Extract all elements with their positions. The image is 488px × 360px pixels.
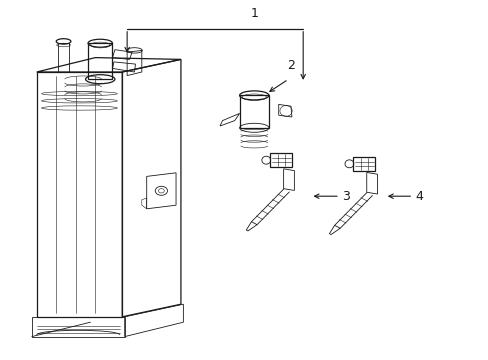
Text: 2: 2 <box>286 59 294 72</box>
Text: 1: 1 <box>250 7 258 20</box>
Text: 3: 3 <box>342 190 349 203</box>
Text: 4: 4 <box>415 190 423 203</box>
